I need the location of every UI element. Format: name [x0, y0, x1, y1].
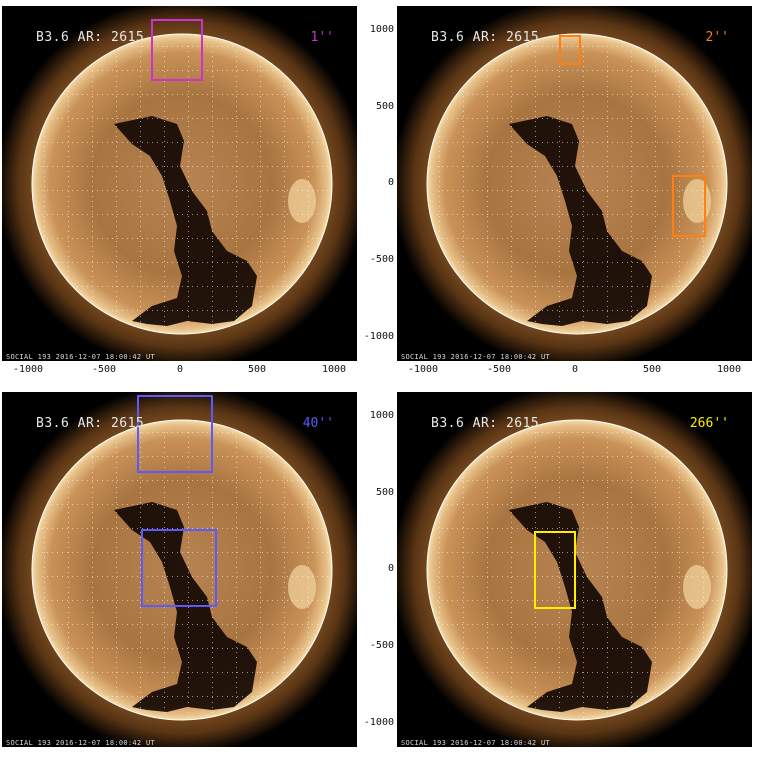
coronal-hole: [509, 116, 652, 326]
bright-region: [288, 179, 316, 223]
limb-circle: [31, 419, 333, 721]
y-tick-label: -1000: [363, 717, 394, 728]
y-tick-label: 500: [375, 101, 394, 112]
x-tick-label: -1000: [12, 364, 44, 375]
instrument-caption: SOCIAL 193 2016-12-07 18:00:42 UT: [6, 353, 155, 361]
resolution-label: 1'': [310, 30, 334, 45]
y-tick-label: 1000: [369, 410, 394, 421]
y-tick-label: -500: [369, 254, 394, 265]
coronal-hole: [114, 116, 257, 326]
sun-panel-4: B3.6 AR: 2615 266'' SOCIAL 193 2016-12-07 …: [397, 392, 752, 747]
sun-panel-3: B3.6 AR: 2615 40'' SOCIAL 193 2016-12-07 1…: [2, 392, 357, 747]
panel-title: B3.6 AR: 2615: [36, 30, 145, 45]
limb-circle: [426, 33, 728, 335]
y-tick-label: -1000: [363, 331, 394, 342]
y-tick-label: 1000: [369, 24, 394, 35]
resolution-label: 2'': [705, 30, 729, 45]
y-tick-label: 0: [387, 177, 394, 188]
panel-title: B3.6 AR: 2615: [431, 30, 540, 45]
region-box-1: [151, 19, 203, 81]
sun-panel-2: B3.6 AR: 2615 2'' SOCIAL 193 2016-12-07 18…: [397, 6, 752, 361]
panel-title: B3.6 AR: 2615: [36, 416, 145, 431]
x-tick-label: -500: [91, 364, 117, 375]
x-tick-label: 0: [176, 364, 184, 375]
x-tick-label: 500: [247, 364, 267, 375]
limb-circle: [426, 419, 728, 721]
y-tick-label: 500: [375, 487, 394, 498]
region-box-1: [137, 395, 213, 473]
grid-dots: [42, 432, 328, 718]
region-box-2: [141, 529, 217, 607]
limb-circle: [31, 33, 333, 335]
y-tick-label: -500: [369, 640, 394, 651]
instrument-caption: SOCIAL 193 2016-12-07 18:00:42 UT: [401, 353, 550, 361]
instrument-caption: SOCIAL 193 2016-12-07 18:00:42 UT: [401, 739, 550, 747]
panel-title: B3.6 AR: 2615: [431, 416, 540, 431]
grid-dots: [437, 432, 723, 718]
instrument-caption: SOCIAL 193 2016-12-07 18:00:42 UT: [6, 739, 155, 747]
x-tick-label: -500: [486, 364, 512, 375]
bright-region: [683, 565, 711, 609]
sun-panel-1: B3.6 AR: 2615 1'' SOCIAL 193 2016-12-07 18…: [2, 6, 357, 361]
grid-dots: [42, 46, 328, 332]
bright-region: [288, 565, 316, 609]
x-tick-label: 1000: [321, 364, 347, 375]
x-tick-label: 0: [571, 364, 579, 375]
y-tick-label: 0: [387, 563, 394, 574]
grid-dots: [437, 46, 723, 332]
x-tick-label: 1000: [716, 364, 742, 375]
region-box-1: [534, 531, 576, 609]
region-box-2: [672, 175, 706, 237]
coronal-hole: [509, 502, 652, 712]
x-tick-label: -1000: [407, 364, 439, 375]
x-tick-label: 500: [642, 364, 662, 375]
resolution-label: 266'': [689, 416, 729, 431]
bright-region: [683, 179, 711, 223]
resolution-label: 40'': [302, 416, 334, 431]
region-box-1: [559, 35, 581, 65]
